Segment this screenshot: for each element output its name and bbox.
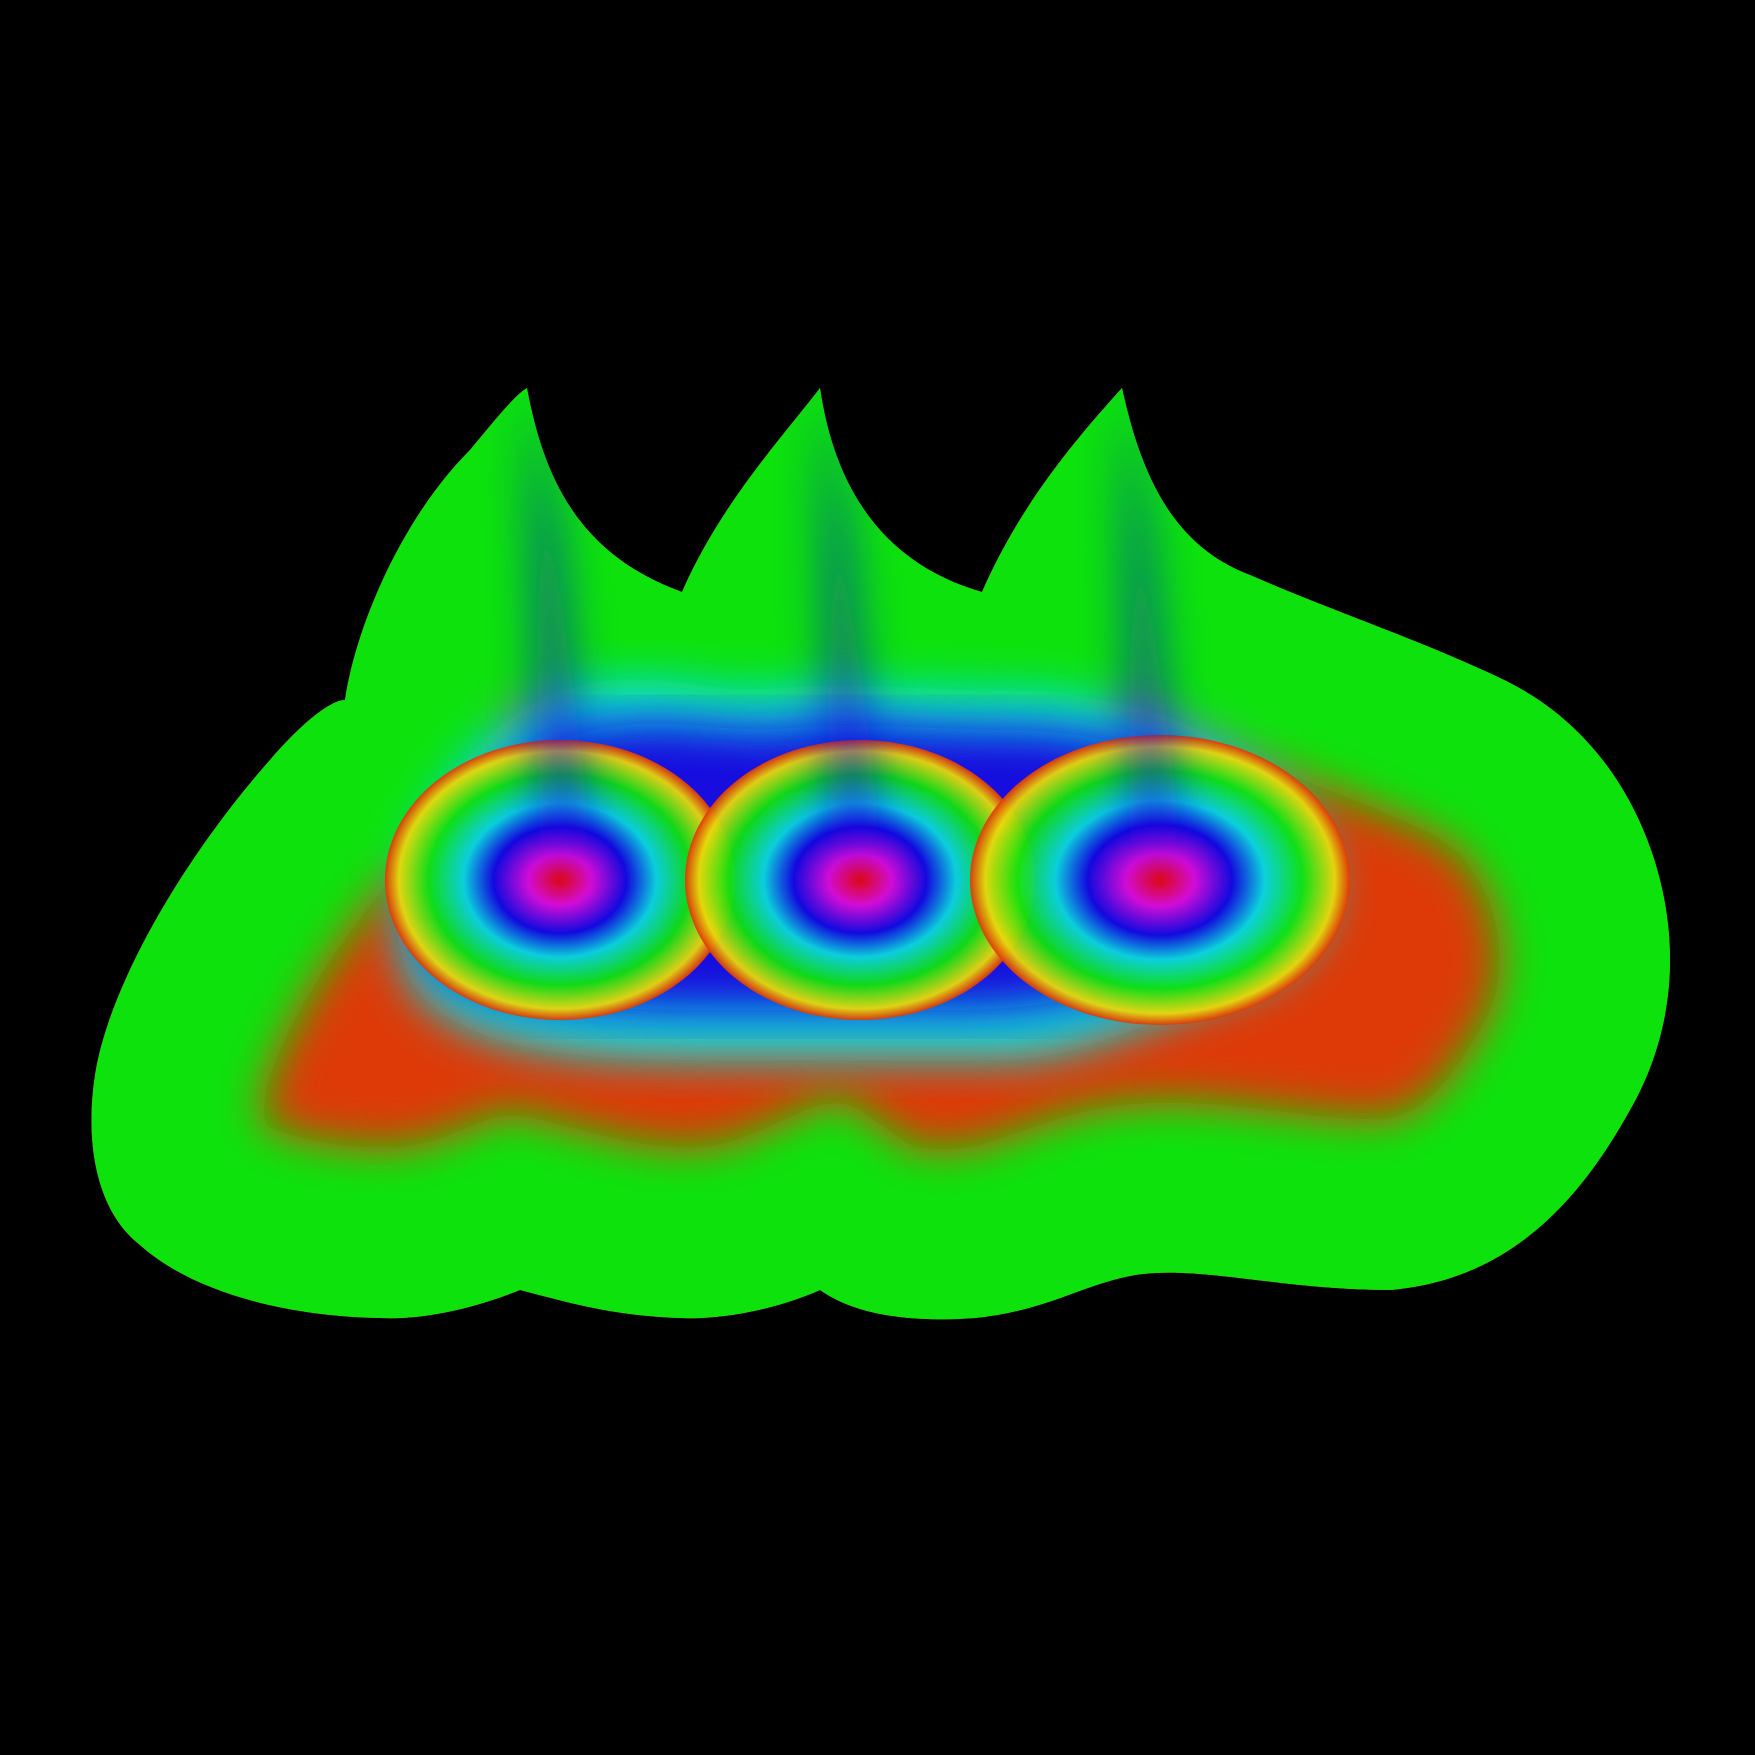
lobe-right (970, 735, 1350, 1025)
rainbow-blob-body (91, 388, 1670, 1320)
lobe-group (385, 735, 1350, 1025)
lobe-left (385, 740, 735, 1020)
lobe-middle (685, 740, 1035, 1020)
peak-streaks (527, 388, 1180, 840)
